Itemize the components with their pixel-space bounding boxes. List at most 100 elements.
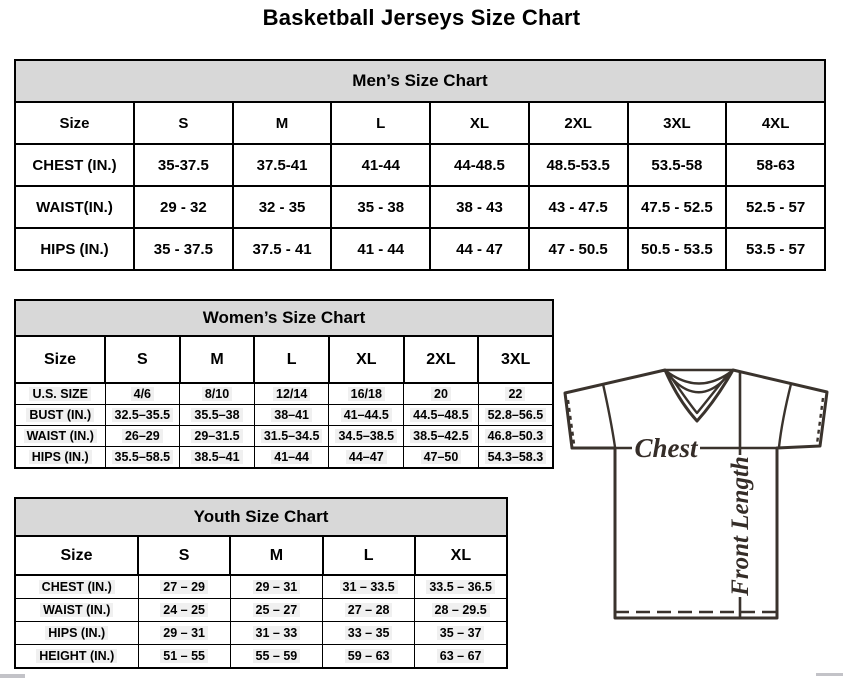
mens-row-label: CHEST (IN.) bbox=[14, 143, 135, 187]
mens-size-value-text: 44-48.5 bbox=[454, 156, 505, 174]
jersey-measurement-diagram: Chest Front Length bbox=[558, 360, 843, 626]
womens-size-value-cell: 4/6 bbox=[104, 382, 181, 405]
mens-size-value-text: 32 - 35 bbox=[258, 198, 306, 216]
youth-row-label: HEIGHT (IN.) bbox=[14, 644, 139, 669]
youth-column-header: XL bbox=[413, 535, 509, 576]
womens-size-value-cell: 41–44 bbox=[253, 446, 330, 469]
womens-size-value-cell: 44.5–48.5 bbox=[403, 404, 479, 426]
youth-size-value-cell: 33.5 – 36.5 bbox=[414, 574, 508, 599]
womens-size-value-text: 16/18 bbox=[347, 387, 385, 401]
horizontal-scrollbar-thumb-right[interactable] bbox=[816, 673, 843, 676]
womens-row-label-text: HIPS (IN.) bbox=[28, 450, 92, 464]
womens-size-value-text: 31.5–34.5 bbox=[260, 429, 323, 443]
womens-size-value-cell: 22 bbox=[477, 382, 554, 405]
womens-size-value-cell: 26–29 bbox=[104, 425, 181, 447]
womens-row-label-text: WAIST (IN.) bbox=[23, 429, 97, 443]
womens-column-header-text: S bbox=[136, 350, 148, 368]
mens-size-value-cell: 41-44 bbox=[330, 143, 432, 187]
womens-size-value-cell: 38–41 bbox=[253, 404, 330, 426]
mens-size-value-text: 52.5 - 57 bbox=[746, 198, 806, 216]
mens-size-value-text: 47 - 50.5 bbox=[548, 240, 608, 258]
mens-size-value-cell: 47 - 50.5 bbox=[527, 227, 629, 271]
womens-size-value-cell: 38.5–42.5 bbox=[403, 425, 479, 447]
womens-table-title-text: Women’s Size Chart bbox=[202, 308, 366, 327]
womens-size-value-cell: 34.5–38.5 bbox=[328, 425, 405, 447]
mens-column-header: 2XL bbox=[527, 101, 629, 145]
womens-row-label: WAIST (IN.) bbox=[14, 425, 106, 447]
mens-size-value-text: 50.5 - 53.5 bbox=[641, 240, 713, 258]
womens-column-header: L bbox=[253, 335, 330, 384]
youth-column-header: L bbox=[321, 535, 416, 576]
womens-size-value-cell: 12/14 bbox=[253, 382, 330, 405]
womens-size-value-text: 46.8–50.3 bbox=[484, 429, 547, 443]
womens-size-value-cell: 52.8–56.5 bbox=[477, 404, 554, 426]
womens-row-label-text: U.S. SIZE bbox=[29, 387, 92, 401]
womens-size-value-cell: 32.5–35.5 bbox=[104, 404, 181, 426]
womens-column-header: M bbox=[178, 335, 256, 384]
womens-column-header: 2XL bbox=[402, 335, 480, 384]
mens-size-value-cell: 58-63 bbox=[725, 143, 826, 187]
womens-column-header-text: 3XL bbox=[500, 350, 531, 368]
youth-size-value-text: 59 – 63 bbox=[344, 649, 393, 663]
mens-size-value-text: 37.5-41 bbox=[256, 156, 308, 174]
front-length-label: Front Length bbox=[727, 456, 754, 597]
youth-size-value-text: 51 – 55 bbox=[160, 649, 208, 663]
youth-column-header-text: Size bbox=[60, 546, 93, 564]
womens-table-row: BUST (IN.) 32.5–35.5 35.5–38 38–41 41–44.5 44… bbox=[14, 404, 554, 426]
womens-table-row: U.S. SIZE 4/6 8/10 12/14 16/18 20 22 bbox=[14, 382, 554, 405]
mens-column-header-text: 2XL bbox=[564, 114, 592, 132]
horizontal-scrollbar-thumb-left[interactable] bbox=[0, 674, 25, 678]
womens-table-row: HIPS (IN.) 35.5–58.5 38.5–41 41–44 44–47 47–5… bbox=[14, 446, 554, 469]
mens-column-header: Size bbox=[14, 101, 135, 145]
womens-size-value-cell: 38.5–41 bbox=[179, 446, 255, 469]
page-title: Basketball Jerseys Size Chart bbox=[262, 5, 581, 30]
jersey-outline bbox=[563, 368, 829, 620]
youth-size-value-cell: 35 – 37 bbox=[414, 621, 508, 645]
mens-size-value-cell: 50.5 - 53.5 bbox=[626, 227, 728, 271]
youth-column-header: M bbox=[229, 535, 324, 576]
youth-row-label: WAIST (IN.) bbox=[14, 598, 139, 622]
womens-size-value-cell: 16/18 bbox=[328, 382, 405, 405]
left-armhole-seam bbox=[601, 383, 617, 448]
mens-size-value-cell: 38 - 43 bbox=[429, 185, 530, 229]
youth-size-table: Youth Size Chart Size S M L XL CHEST (IN.) 27 –… bbox=[14, 497, 509, 669]
youth-size-value-text: 27 – 28 bbox=[344, 603, 393, 617]
youth-row-label-text: WAIST (IN.) bbox=[40, 603, 114, 617]
youth-table-title: Youth Size Chart bbox=[14, 497, 508, 537]
youth-column-header-text: L bbox=[363, 546, 374, 564]
womens-size-value-text: 29–31.5 bbox=[191, 429, 243, 443]
womens-size-value-text: 38–41 bbox=[271, 408, 313, 422]
womens-column-header-text: Size bbox=[43, 350, 76, 368]
mens-row-label-text: CHEST (IN.) bbox=[32, 156, 117, 174]
youth-size-value-text: 33.5 – 36.5 bbox=[426, 580, 495, 594]
mens-column-header-text: XL bbox=[469, 114, 490, 132]
womens-size-value-text: 35.5–38 bbox=[191, 408, 243, 422]
youth-table-row: HIPS (IN.) 29 – 31 31 – 33 33 – 35 35 – 37 bbox=[14, 621, 508, 645]
mens-column-header-text: M bbox=[275, 114, 289, 132]
womens-size-value-text: 34.5–38.5 bbox=[335, 429, 398, 443]
womens-size-value-text: 4/6 bbox=[130, 387, 155, 401]
mens-size-value-cell: 44 - 47 bbox=[429, 227, 530, 271]
womens-size-value-text: 44–47 bbox=[345, 450, 387, 464]
womens-size-value-text: 20 bbox=[431, 387, 451, 401]
mens-size-value-cell: 48.5-53.5 bbox=[527, 143, 629, 187]
youth-column-header-text: S bbox=[178, 546, 190, 564]
youth-column-header: Size bbox=[14, 535, 139, 576]
womens-size-value-cell: 29–31.5 bbox=[179, 425, 255, 447]
mens-size-value-text: 41-44 bbox=[361, 156, 400, 174]
womens-size-value-text: 22 bbox=[505, 387, 526, 401]
mens-size-table: Men’s Size Chart Size S M L XL 2XL 3XL 4XL CHEST … bbox=[14, 59, 826, 271]
mens-size-value-cell: 35 - 38 bbox=[330, 185, 432, 229]
mens-size-value-text: 38 - 43 bbox=[456, 198, 503, 216]
mens-column-header-text: 3XL bbox=[663, 114, 691, 132]
youth-size-value-cell: 31 – 33.5 bbox=[321, 574, 416, 599]
youth-size-value-text: 29 – 31 bbox=[252, 580, 301, 594]
mens-size-value-cell: 53.5-58 bbox=[626, 143, 728, 187]
youth-row-label: HIPS (IN.) bbox=[14, 621, 139, 645]
mens-table-title: Men’s Size Chart bbox=[14, 59, 826, 103]
womens-size-value-text: 38.5–41 bbox=[191, 450, 243, 464]
youth-table-row: CHEST (IN.) 27 – 29 29 – 31 31 – 33.5 33.5 –… bbox=[14, 574, 508, 599]
mens-row-label-text: WAIST(IN.) bbox=[36, 198, 113, 216]
womens-table-title: Women’s Size Chart bbox=[14, 299, 554, 337]
mens-row-label-text: HIPS (IN.) bbox=[40, 240, 109, 258]
